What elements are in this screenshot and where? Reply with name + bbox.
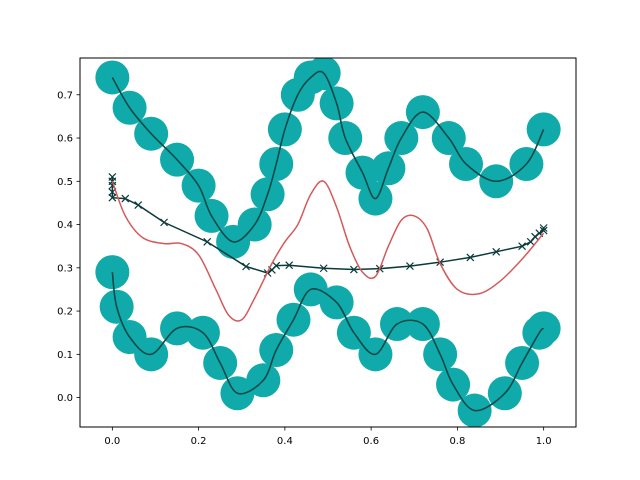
x-tick-label-5: 0.8 [449,436,465,447]
x-tick-label-3: 0.4 [277,436,293,447]
series-3-point-18 [406,262,414,271]
series-3-point-13 [272,261,281,270]
series-3-point-8 [160,218,169,227]
series-3-point-10 [242,262,250,271]
series-3-point-15 [319,264,328,273]
series-1-point-1 [95,60,130,95]
x-tick-label-2: 0.2 [191,436,207,447]
y-tick-label-1: 0.0 [57,393,73,404]
y-tick-label-8: 0.7 [57,90,73,101]
y-tick-label-2: 0.1 [57,350,73,361]
series-3-point-16 [349,265,358,274]
x-tick-label-4: 0.6 [363,436,379,447]
series-3-point-21 [492,247,501,256]
series-3-point-24 [531,232,539,241]
series-3-point-6 [121,194,130,203]
series-1 [95,58,561,259]
y-tick-label-5: 0.4 [57,220,73,231]
series-3-point-26 [539,226,548,235]
series-3-point-7 [134,201,143,210]
axes-frame [79,57,577,428]
series-4-line [111,180,545,322]
series-2-point-24 [526,311,561,346]
x-tick-label-1: 0.0 [104,436,120,447]
series-3-line [111,176,545,274]
series-4 [111,180,545,322]
y-tick-label-4: 0.3 [57,263,73,274]
y-tick-label-7: 0.6 [57,134,73,145]
x-tick-label-6: 1.0 [536,436,552,447]
series-3-point-20 [466,253,475,262]
series-3-point-22 [518,242,527,251]
series-3-point-14 [285,261,294,270]
series-2-line [111,272,545,412]
y-tick-label-3: 0.2 [57,307,73,318]
x-axis: 0.0 0.2 0.4 0.6 0.8 1.0 [104,427,552,447]
y-axis: 0.0 0.1 0.2 0.3 0.4 0.5 0.6 0.7 [57,90,80,404]
series-3-point-23 [526,237,535,246]
series-1-point-26 [526,112,561,147]
series-3-point-27 [539,224,548,232]
series-2 [95,255,561,427]
series-3-point-5 [108,193,117,202]
plot-area [95,58,561,427]
series-3 [108,173,548,277]
series-3-point-9 [203,237,212,246]
series-1-line [111,70,545,243]
y-tick-label-6: 0.5 [57,177,73,188]
